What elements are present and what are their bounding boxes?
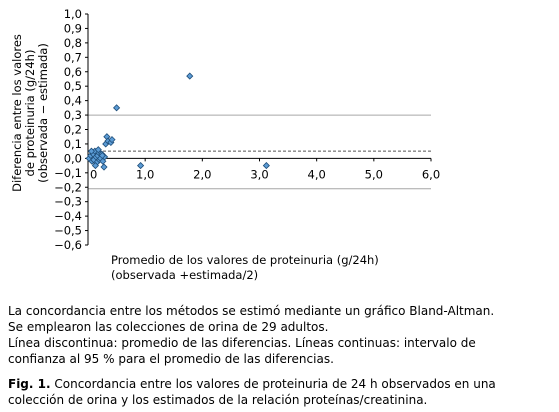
x-tick-label: 0 <box>90 167 97 181</box>
y-axis-label-line-2: de proteinuria (g/24h) <box>23 50 37 177</box>
y-axis-label-line-3: (observada − estimada) <box>36 43 50 183</box>
y-tick-label: 0,6 <box>64 65 82 79</box>
data-point <box>98 151 106 160</box>
caption-label: Fig. 1. <box>8 377 51 391</box>
y-tick-label: −0,6 <box>54 238 82 252</box>
x-tick-label: 3,0 <box>250 167 268 181</box>
y-axis-label-line-1: Diferencia entre los valores <box>10 34 24 192</box>
y-tick-label: −0,2 <box>54 180 82 194</box>
y-tick-labels: 1,00,90,80,70,60,50,40,30,20,10,0−0,1−0,… <box>54 7 82 252</box>
data-points <box>85 72 270 171</box>
notes-line-4: confianza al 95 % para el promedio de la… <box>8 352 334 366</box>
y-tick-label: 1,0 <box>64 7 82 21</box>
x-tick-label: 5,0 <box>365 167 383 181</box>
axes <box>85 13 432 246</box>
figure-notes: La concordancia entre los métodos se est… <box>8 303 556 367</box>
x-tick-label: 4,0 <box>308 167 326 181</box>
y-tick-label: 0,3 <box>64 108 82 122</box>
y-tick-label: 0,0 <box>64 151 82 165</box>
data-point <box>137 162 145 170</box>
data-point <box>186 72 194 80</box>
y-tick-label: −0,3 <box>54 195 82 209</box>
caption-line-2: colección de orina y los estimados de la… <box>8 393 428 407</box>
x-axis-label-line-1: Promedio de los valores de proteinuria (… <box>111 253 379 267</box>
x-tick-label: 2,0 <box>193 167 211 181</box>
data-point <box>91 162 99 170</box>
y-tick-label: −0,4 <box>54 209 82 223</box>
x-tick-labels: 0 1,0 2,0 3,0 4,0 5,0 6,0 <box>90 167 440 181</box>
y-tick-label: 0,4 <box>64 94 82 108</box>
y-tick-label: 0,9 <box>64 21 82 35</box>
data-point <box>262 162 270 170</box>
y-tick-label: −0,1 <box>54 166 82 180</box>
bland-altman-chart: Diferencia entre los valores de proteinur… <box>10 7 440 252</box>
y-tick-label: 0,7 <box>64 50 82 64</box>
y-axis-label: Diferencia entre los valores de proteinur… <box>10 34 50 192</box>
x-tick-label: 6,0 <box>422 167 440 181</box>
data-point <box>108 136 116 144</box>
y-tick-label: −0,5 <box>54 224 82 238</box>
y-tick-label: 0,1 <box>64 137 82 151</box>
y-tick-label: 0,5 <box>64 79 82 93</box>
x-tick-label: 1,0 <box>136 167 154 181</box>
notes-line-1: La concordancia entre los métodos se est… <box>8 304 495 318</box>
x-axis-label-line-2: (observada +estimada/2) <box>111 268 259 282</box>
figure-caption: Fig. 1. Concordancia entre los valores d… <box>8 376 556 408</box>
reference-lines <box>88 114 431 190</box>
notes-line-3: Línea discontinua: promedio de las difer… <box>8 336 476 350</box>
x-axis-label: Promedio de los valores de proteinuria (… <box>111 253 379 283</box>
data-point <box>94 146 102 154</box>
y-tick-label: 0,2 <box>64 123 82 137</box>
data-point <box>87 147 95 155</box>
data-point <box>100 163 108 171</box>
notes-line-2: Se emplearon las colecciones de orina de… <box>8 320 329 334</box>
data-point <box>113 104 121 112</box>
caption-line-1: Concordancia entre los valores de protei… <box>50 377 496 391</box>
y-tick-label: 0,8 <box>64 36 82 50</box>
